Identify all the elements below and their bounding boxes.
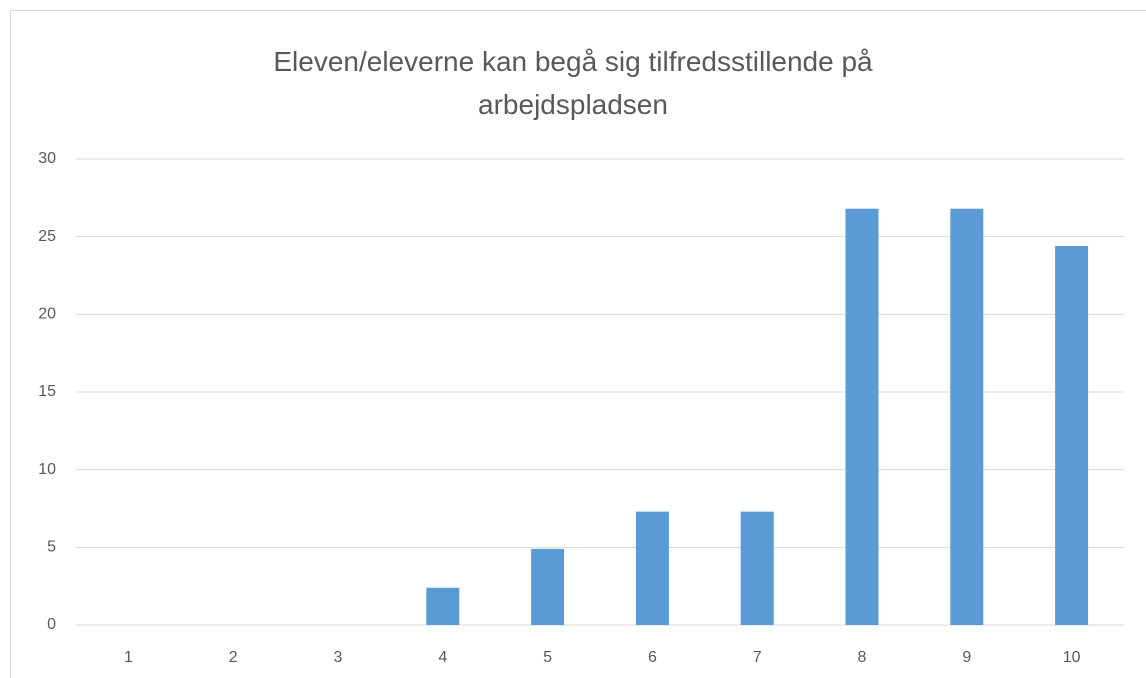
- bar: [950, 208, 984, 625]
- x-tick-label: 2: [229, 649, 238, 666]
- bar: [426, 587, 460, 625]
- x-tick-label: 8: [858, 649, 867, 666]
- y-tick-label: 5: [47, 539, 56, 556]
- x-tick-label: 4: [438, 649, 447, 666]
- x-tick-label: 1: [124, 649, 133, 666]
- bar: [1055, 245, 1089, 625]
- y-tick-label: 0: [47, 616, 56, 633]
- bar: [531, 548, 565, 625]
- bar: [845, 208, 879, 625]
- x-tick-label: 5: [543, 649, 552, 666]
- y-tick-label: 20: [38, 306, 56, 323]
- x-tick-label: 7: [753, 649, 762, 666]
- x-tick-label: 3: [334, 649, 343, 666]
- x-tick-label: 10: [1063, 649, 1081, 666]
- x-tick-label: 9: [962, 649, 971, 666]
- bar: [740, 511, 774, 625]
- y-tick-label: 30: [38, 150, 56, 167]
- chart-title: Eleven/eleverne kan begå sig tilfredssti…: [273, 46, 873, 120]
- bar: [635, 511, 669, 625]
- x-tick-label: 6: [648, 649, 657, 666]
- y-tick-label: 15: [38, 383, 56, 400]
- y-tick-label: 10: [38, 461, 56, 478]
- y-tick-label: 25: [38, 228, 56, 245]
- chart-border: [10, 10, 1146, 678]
